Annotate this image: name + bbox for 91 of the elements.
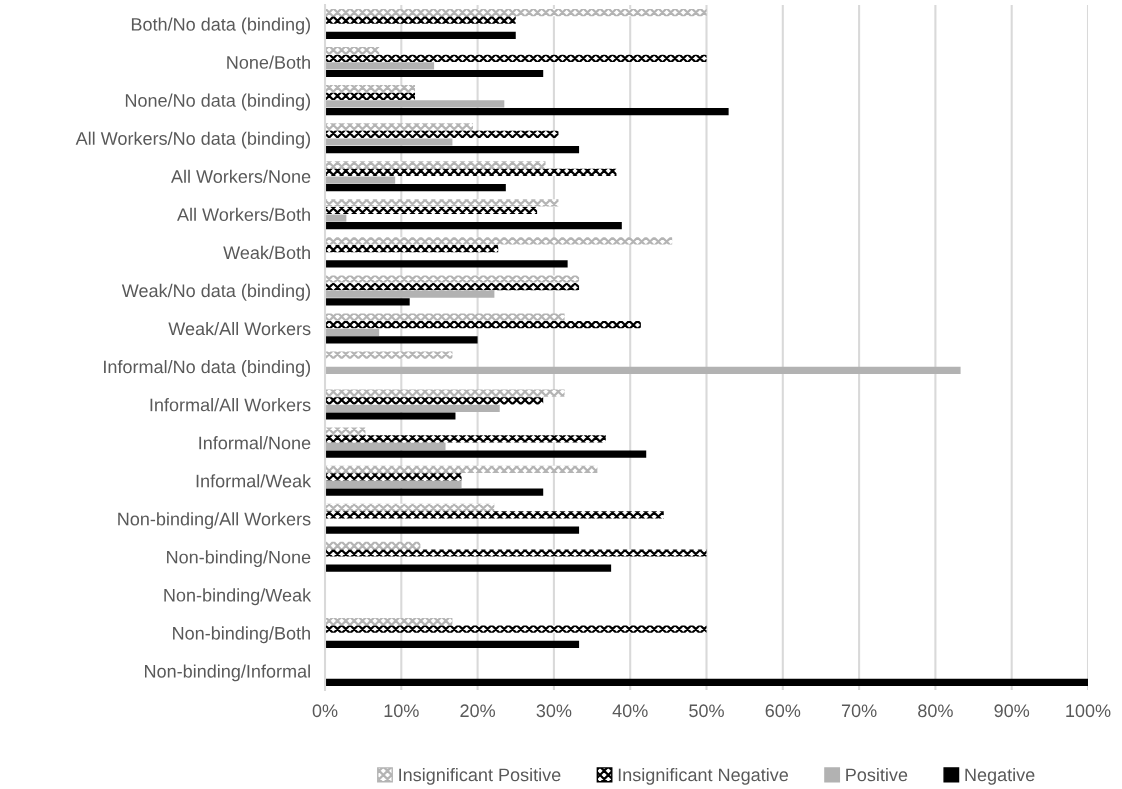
- y-tick-label: Informal/None: [199, 436, 311, 450]
- bar: [325, 54, 707, 62]
- x-tick-label: 10%: [384, 704, 419, 718]
- bar: [325, 199, 559, 207]
- bar: [325, 488, 544, 496]
- bar: [325, 427, 366, 435]
- bar: [325, 541, 421, 549]
- y-tick-label: All Workers/None: [171, 169, 311, 183]
- bar: [325, 176, 396, 184]
- bar: [325, 442, 446, 451]
- bar: [325, 168, 617, 177]
- bar: [325, 640, 580, 648]
- bar: [325, 47, 380, 55]
- x-tick-label: 70%: [841, 704, 877, 718]
- bar: [325, 92, 416, 100]
- y-tick-label: Informal/No data (binding): [104, 359, 311, 377]
- bar: [325, 480, 462, 489]
- bar: [325, 16, 516, 24]
- bar: [325, 100, 505, 108]
- bar: [325, 260, 568, 268]
- bar: [325, 85, 416, 93]
- y-tick-label: Informal/All Workers: [150, 398, 311, 412]
- bar: [325, 222, 622, 230]
- y-tick-label: Both/No data (binding): [131, 17, 310, 35]
- bar: [325, 549, 707, 557]
- bar: [325, 328, 380, 336]
- bar: [325, 465, 598, 473]
- bar: [325, 62, 435, 70]
- bar: [325, 389, 565, 397]
- x-tick-label: 90%: [994, 704, 1030, 718]
- bar: [325, 313, 565, 321]
- bar: [325, 130, 559, 138]
- y-tick-label: None/Both: [227, 55, 310, 69]
- bar: [325, 678, 1088, 686]
- x-tick-label: 60%: [765, 704, 801, 718]
- y-tick-label: Weak/All Workers: [168, 321, 311, 336]
- bar: [325, 511, 664, 519]
- bar: [325, 617, 453, 626]
- bar: [325, 138, 453, 146]
- x-tick-label: 0%: [312, 704, 338, 718]
- y-tick-label: Non-binding/All Workers: [118, 512, 311, 530]
- bar: [325, 283, 580, 291]
- legend-label: Positive: [846, 768, 908, 782]
- x-tick-label: 40%: [612, 704, 648, 718]
- bar: [325, 473, 462, 481]
- x-tick-label: 30%: [536, 704, 572, 718]
- y-tick-label: Non-binding/Weak: [164, 588, 312, 606]
- bar: [325, 298, 410, 306]
- bar: [325, 450, 647, 458]
- y-tick-label: Informal/Weak: [196, 474, 312, 488]
- legend-label: Insignificant Positive: [399, 768, 561, 785]
- y-tick-label: Weak/Both: [223, 245, 310, 260]
- bar: [325, 412, 456, 420]
- bar: [325, 336, 478, 344]
- bar: [325, 244, 499, 253]
- legend-label: Insignificant Negative: [618, 768, 789, 785]
- bar: [325, 123, 474, 131]
- bar: [325, 214, 347, 222]
- y-tick-label: Non-binding/None: [167, 550, 311, 568]
- bar: [325, 564, 612, 572]
- y-tick-label: All Workers/No data (binding): [75, 131, 310, 149]
- bar: [325, 625, 707, 633]
- x-tick-label: 80%: [918, 704, 953, 718]
- legend-label: Negative: [965, 768, 1035, 785]
- y-tick-label: Non-binding/Both: [173, 626, 310, 644]
- bar: [325, 290, 495, 298]
- bar: [325, 206, 538, 215]
- bar: [325, 351, 453, 359]
- bar: [325, 184, 506, 192]
- y-tick-label: None/No data (binding): [125, 93, 310, 111]
- bar: [325, 321, 641, 329]
- bar: [325, 397, 544, 405]
- bar: [325, 503, 495, 511]
- x-tick-label: 50%: [689, 704, 724, 718]
- y-tick-label: All Workers/Both: [177, 207, 310, 222]
- bar: [325, 69, 544, 78]
- y-tick-label: Non-binding/Informal: [145, 664, 310, 682]
- bar: [325, 526, 580, 534]
- bar: [325, 107, 729, 116]
- bar: [325, 146, 580, 154]
- bar: [325, 31, 516, 40]
- bar: [325, 275, 580, 283]
- bar: [325, 9, 707, 17]
- x-tick-label: 100%: [1066, 704, 1111, 718]
- bar: [325, 161, 546, 169]
- y-tick-label: Weak/No data (binding): [121, 283, 310, 301]
- bar: [325, 237, 673, 245]
- bar: [325, 404, 500, 412]
- x-tick-label: 20%: [460, 704, 496, 718]
- bar: [325, 366, 961, 374]
- bar: [325, 435, 606, 443]
